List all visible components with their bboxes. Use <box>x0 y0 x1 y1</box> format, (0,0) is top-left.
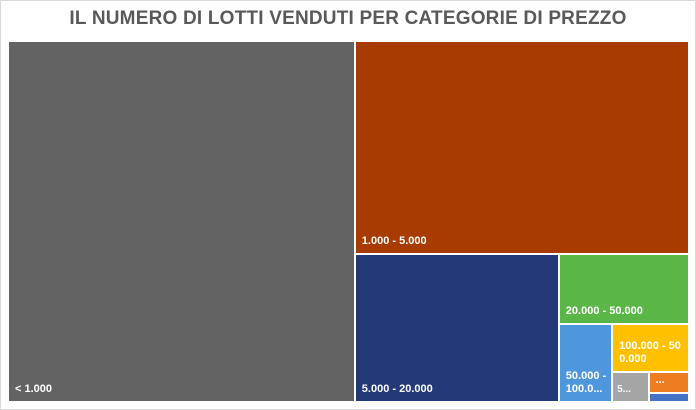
treemap-tile: 50.000 - 100.0... <box>558 323 613 402</box>
treemap-tile-label: < 1.000 <box>15 383 53 395</box>
treemap-tile: ... <box>648 371 689 393</box>
treemap-tile-label: ... <box>655 373 665 386</box>
treemap-tile: 100.000 - 500.000 <box>612 323 689 372</box>
treemap-tile-label: 100.000 - 500.000 <box>619 339 681 365</box>
treemap-tile: 1.000 - 5.000 <box>354 41 689 254</box>
treemap-tile-label: 5... <box>617 383 632 395</box>
treemap-tile-label: 5.000 - 20.000 <box>361 382 433 395</box>
treemap-tile-label: 1.000 - 5.000 <box>361 234 427 247</box>
chart-title: IL NUMERO DI LOTTI VENDUTI PER CATEGORIE… <box>69 8 627 29</box>
treemap-tile: < 1.000 <box>8 41 355 402</box>
treemap-tile-label: 50.000 - 100.0... <box>565 369 607 395</box>
treemap-tile: 5... <box>612 371 649 402</box>
treemap-tile <box>648 392 689 402</box>
treemap-tile: 5.000 - 20.000 <box>354 253 559 402</box>
treemap-plot: < 1.000 1.000 - 5.000 5.000 - 20.000 20.000… <box>8 41 689 402</box>
treemap-tile-label: 20.000 - 50.000 <box>565 304 643 317</box>
treemap-tile: 20.000 - 50.000 <box>558 253 689 324</box>
